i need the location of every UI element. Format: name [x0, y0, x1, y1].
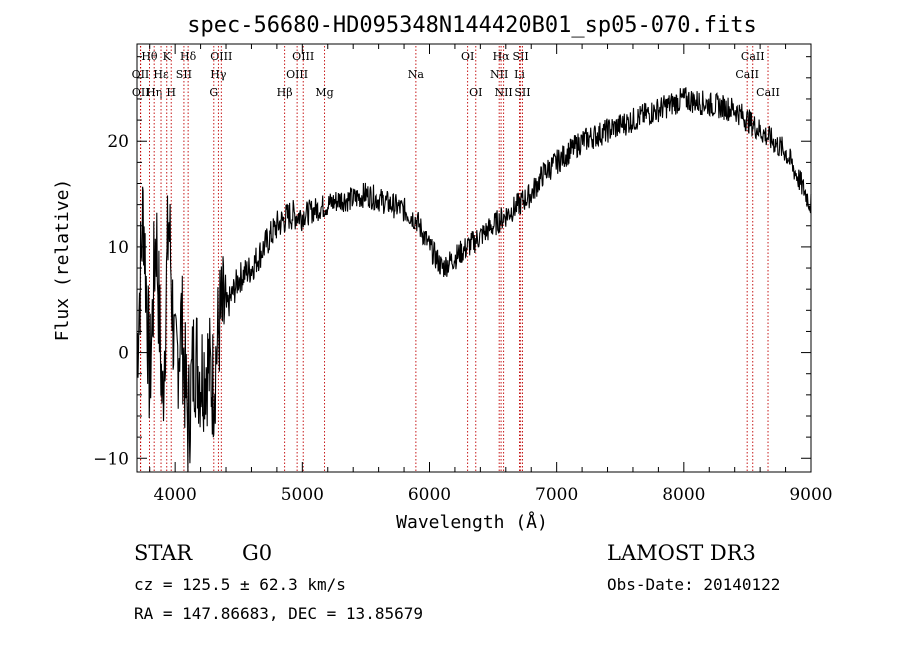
y-axis-ticks: −10 0 10 20 — [93, 56, 811, 469]
marker-label-17: OI — [461, 50, 474, 63]
marker-label-16: Na — [408, 68, 425, 81]
x-tick-label-6000: 6000 — [408, 485, 451, 505]
marker-label-8: Hδ — [180, 50, 197, 63]
y-tick-label-10: 10 — [107, 238, 129, 258]
y-axis-label: Flux (relative) — [52, 179, 73, 342]
y-tick-label-20: 20 — [107, 132, 129, 152]
marker-label-25: CaII — [741, 50, 765, 63]
x-tick-label-4000: 4000 — [154, 485, 197, 505]
survey-name: LAMOST DR3 — [607, 541, 756, 565]
y-tick-label--10: −10 — [93, 449, 129, 469]
spectrum-line — [136, 87, 812, 473]
marker-label-12: Hβ — [277, 86, 293, 99]
object-class: STAR — [134, 541, 193, 565]
marker-label-3: Hη — [146, 86, 162, 99]
x-tick-label-7000: 7000 — [535, 485, 578, 505]
marker-label-6: H — [166, 86, 176, 99]
marker-label-5: Hε — [153, 68, 169, 81]
marker-label-15: Mg — [315, 86, 333, 99]
marker-label-21: NII — [494, 86, 512, 99]
marker-label-4: K — [163, 50, 172, 63]
observation-date: Obs-Date: 20140122 — [607, 575, 780, 594]
marker-label-23: Li — [514, 68, 525, 81]
coordinates: RA = 147.86683, DEC = 13.85679 — [134, 604, 423, 623]
y-tick-label-0: 0 — [118, 344, 129, 364]
marker-label-24: SII — [514, 86, 530, 99]
marker-label-26: CaII — [735, 68, 759, 81]
x-tick-label-5000: 5000 — [281, 485, 324, 505]
x-axis-ticks: 4000 5000 6000 7000 8000 9000 — [149, 44, 833, 505]
marker-label-13: OIII — [292, 50, 314, 63]
marker-label-18: OI — [469, 86, 482, 99]
x-tick-label-9000: 9000 — [789, 485, 832, 505]
marker-label-2: OII — [132, 86, 150, 99]
marker-label-22: SII — [513, 50, 529, 63]
marker-label-10: Hγ — [210, 68, 227, 81]
marker-label-0: Hθ — [141, 50, 158, 63]
chart-title: spec-56680-HD095348N144420B01_sp05-070.f… — [187, 13, 757, 38]
marker-label-7: SII — [176, 68, 192, 81]
plot-frame — [136, 43, 812, 473]
redshift-velocity: cz = 125.5 ± 62.3 km/s — [134, 575, 346, 594]
marker-label-11: G — [209, 86, 218, 99]
marker-label-20: NII — [490, 68, 508, 81]
marker-label-19: Hα — [493, 50, 511, 63]
x-tick-label-8000: 8000 — [662, 485, 705, 505]
object-subclass: G0 — [242, 541, 272, 565]
marker-label-9: OIII — [210, 50, 232, 63]
marker-label-27: CaII — [756, 86, 780, 99]
x-axis-label: Wavelength (Å) — [396, 511, 548, 533]
marker-label-14: OIII — [286, 68, 308, 81]
